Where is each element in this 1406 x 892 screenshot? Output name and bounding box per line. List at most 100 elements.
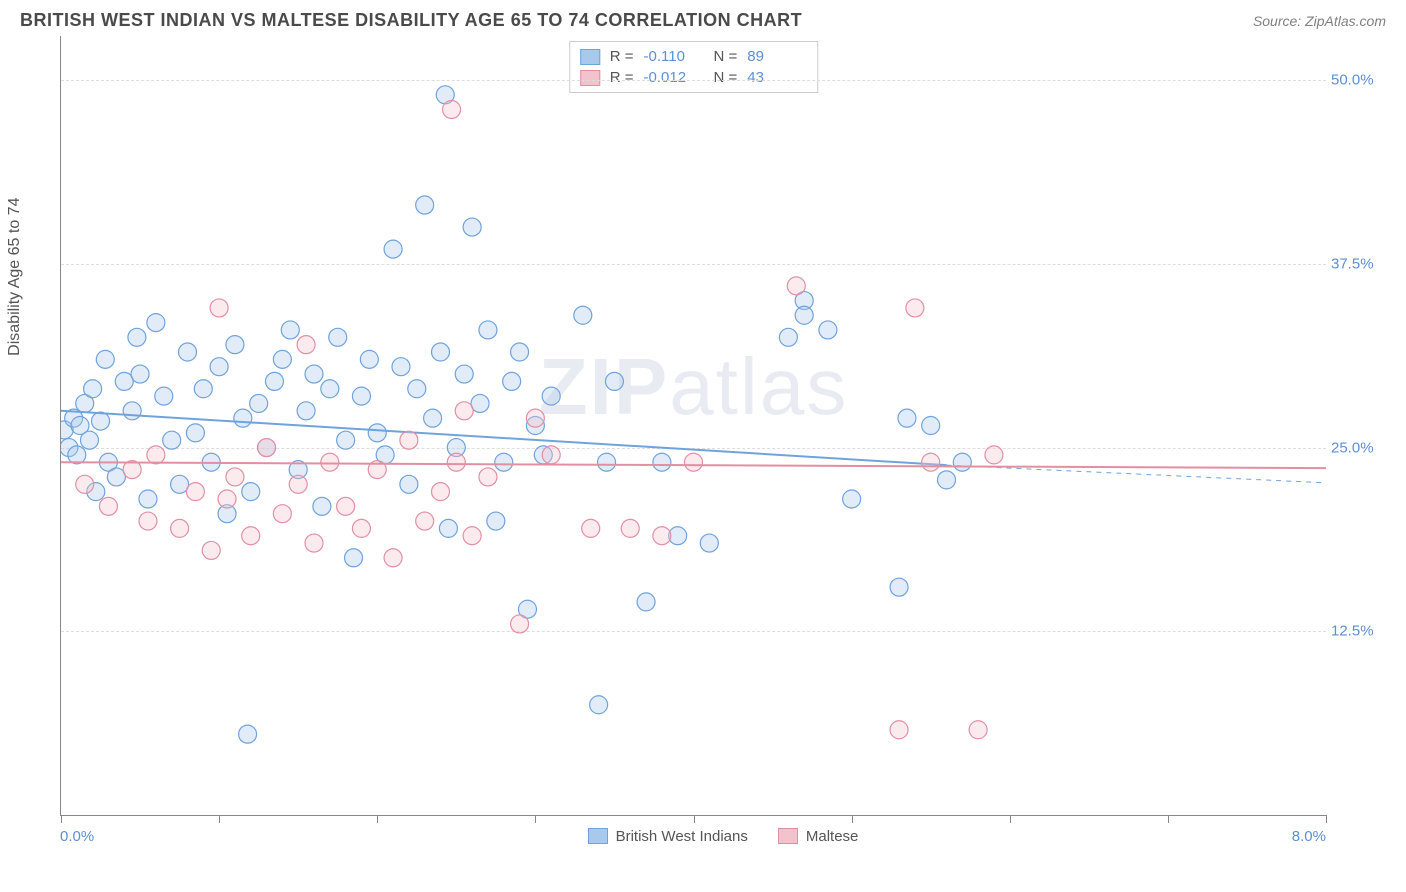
scatter-point: [186, 424, 204, 442]
scatter-point: [424, 409, 442, 427]
scatter-point: [443, 100, 461, 118]
scatter-point: [226, 336, 244, 354]
scatter-point: [542, 387, 560, 405]
chart-title: BRITISH WEST INDIAN VS MALTESE DISABILIT…: [20, 10, 802, 31]
scatter-point: [337, 431, 355, 449]
scatter-point: [653, 527, 671, 545]
scatter-point: [511, 615, 529, 633]
scatter-point: [96, 350, 114, 368]
scatter-point: [598, 453, 616, 471]
legend-swatch: [778, 828, 798, 844]
scatter-point: [360, 350, 378, 368]
scatter-point: [68, 446, 86, 464]
scatter-point: [503, 372, 521, 390]
scatter-point: [890, 578, 908, 596]
scatter-point: [455, 365, 473, 383]
scatter-point: [922, 453, 940, 471]
scatter-point: [432, 343, 450, 361]
scatter-point: [273, 350, 291, 368]
scatter-point: [400, 475, 418, 493]
scatter-point: [139, 490, 157, 508]
y-tick-label: 12.5%: [1331, 623, 1386, 640]
scatter-point: [218, 490, 236, 508]
y-tick-label: 25.0%: [1331, 439, 1386, 456]
x-axis-max-label: 8.0%: [1292, 828, 1326, 845]
scatter-point: [526, 409, 544, 427]
y-tick-label: 50.0%: [1331, 72, 1386, 89]
scatter-point: [906, 299, 924, 317]
scatter-point: [352, 519, 370, 537]
scatter-point: [487, 512, 505, 530]
scatter-point: [123, 402, 141, 420]
scatter-point: [384, 549, 402, 567]
series-legend: British West Indians Maltese: [588, 828, 859, 845]
scatter-point: [890, 721, 908, 739]
scatter-point: [171, 519, 189, 537]
series-legend-item: Maltese: [778, 828, 859, 845]
scatter-point: [289, 475, 307, 493]
y-axis-label: Disability Age 65 to 74: [6, 198, 24, 356]
plot-area: ZIPatlas R =-0.110N =89R =-0.012N =43 12…: [60, 36, 1326, 816]
scatter-point: [384, 240, 402, 258]
y-tick-label: 37.5%: [1331, 255, 1386, 272]
scatter-point: [511, 343, 529, 361]
scatter-point: [938, 471, 956, 489]
scatter-point: [985, 446, 1003, 464]
scatter-point: [239, 725, 257, 743]
scatter-point: [234, 409, 252, 427]
scatter-point: [345, 549, 363, 567]
scatter-point: [84, 380, 102, 398]
scatter-point: [439, 519, 457, 537]
scatter-point: [265, 372, 283, 390]
scatter-point: [795, 306, 813, 324]
scatter-point: [313, 497, 331, 515]
scatter-point: [297, 336, 315, 354]
scatter-point: [843, 490, 861, 508]
scatter-point: [305, 365, 323, 383]
source-attribution: Source: ZipAtlas.com: [1253, 13, 1386, 29]
scatter-point: [463, 218, 481, 236]
scatter-point: [700, 534, 718, 552]
scatter-point: [637, 593, 655, 611]
scatter-point: [242, 527, 260, 545]
series-legend-item: British West Indians: [588, 828, 748, 845]
scatter-point: [329, 328, 347, 346]
scatter-point: [574, 306, 592, 324]
scatter-point: [621, 519, 639, 537]
scatter-point: [155, 387, 173, 405]
series-legend-label: Maltese: [806, 828, 859, 845]
scatter-point: [969, 721, 987, 739]
scatter-point: [819, 321, 837, 339]
scatter-point: [250, 394, 268, 412]
scatter-point: [392, 358, 410, 376]
scatter-point: [194, 380, 212, 398]
scatter-point: [582, 519, 600, 537]
scatter-point: [416, 512, 434, 530]
scatter-point: [163, 431, 181, 449]
scatter-point: [479, 468, 497, 486]
scatter-point: [368, 424, 386, 442]
scatter-point: [337, 497, 355, 515]
scatter-point: [479, 321, 497, 339]
scatter-point: [463, 527, 481, 545]
scatter-point: [305, 534, 323, 552]
scatter-point: [542, 446, 560, 464]
scatter-point: [186, 483, 204, 501]
scatter-point: [210, 358, 228, 376]
scatter-svg: [61, 36, 1326, 815]
scatter-point: [953, 453, 971, 471]
scatter-point: [922, 417, 940, 435]
scatter-point: [226, 468, 244, 486]
scatter-point: [685, 453, 703, 471]
scatter-point: [273, 505, 291, 523]
scatter-point: [297, 402, 315, 420]
x-axis-min-label: 0.0%: [60, 828, 94, 845]
scatter-point: [80, 431, 98, 449]
scatter-point: [131, 365, 149, 383]
scatter-point: [495, 453, 513, 471]
scatter-point: [352, 387, 370, 405]
series-legend-label: British West Indians: [616, 828, 748, 845]
scatter-point: [787, 277, 805, 295]
scatter-point: [408, 380, 426, 398]
legend-swatch: [588, 828, 608, 844]
